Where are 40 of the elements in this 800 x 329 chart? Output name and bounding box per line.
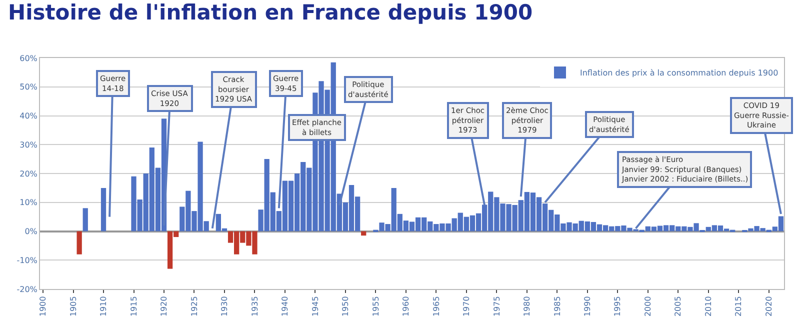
x-tick-label: 1930 <box>220 296 230 317</box>
y-tick-label: 30% <box>20 140 38 150</box>
x-tick-label: 2020 <box>764 296 774 317</box>
y-tick-label: 20% <box>20 169 38 178</box>
x-tick-label: 1990 <box>583 296 592 317</box>
x-tick-label: 2010 <box>704 296 713 317</box>
bar <box>100 188 106 232</box>
x-tick-label: 1915 <box>129 296 138 317</box>
y-tick-label: 50% <box>20 82 38 92</box>
x-tick-label: 1985 <box>552 296 562 317</box>
x-tick-label: 1925 <box>190 296 199 317</box>
y-tick-label: -20% <box>16 284 38 294</box>
x-tick-label: 1910 <box>99 296 108 317</box>
y-tick-label: -10% <box>16 256 38 265</box>
y-tick-label: 60% <box>20 54 38 63</box>
x-tick-label: 1950 <box>341 296 350 317</box>
bar <box>76 231 82 254</box>
bar <box>361 231 366 236</box>
x-tick-label: 2005 <box>674 296 683 317</box>
x-tick-label: 1935 <box>250 296 260 317</box>
x-tick-label: 1905 <box>68 296 78 317</box>
x-tick-label: 1965 <box>432 296 441 317</box>
x-tick-label: 1960 <box>402 296 411 317</box>
x-tick-label: 1955 <box>371 296 380 317</box>
x-tick-label: 1975 <box>492 296 502 317</box>
x-tick-label: 2000 <box>644 296 652 317</box>
x-tick-label: 1995 <box>613 296 622 317</box>
legend-label: Inflation des prix à la consommation depuis 1900 <box>580 68 778 78</box>
x-tick-label: 1920 <box>160 296 169 317</box>
x-tick-label: 1940 <box>280 296 290 317</box>
bar <box>82 208 88 232</box>
x-tick-label: 2015 <box>734 296 744 317</box>
chart-title: Histoire de l'inflation en France depuis 1900 <box>8 0 533 25</box>
y-tick-label: 0% <box>24 227 38 236</box>
x-tick-label: 1970 <box>462 296 472 317</box>
y-tick-label: 10% <box>20 198 38 208</box>
y-tick-label: 40% <box>20 112 38 121</box>
x-tick-label: 1945 <box>310 296 320 317</box>
x-tick-label: 1980 <box>522 296 532 317</box>
x-tick-label: 1900 <box>38 296 48 317</box>
